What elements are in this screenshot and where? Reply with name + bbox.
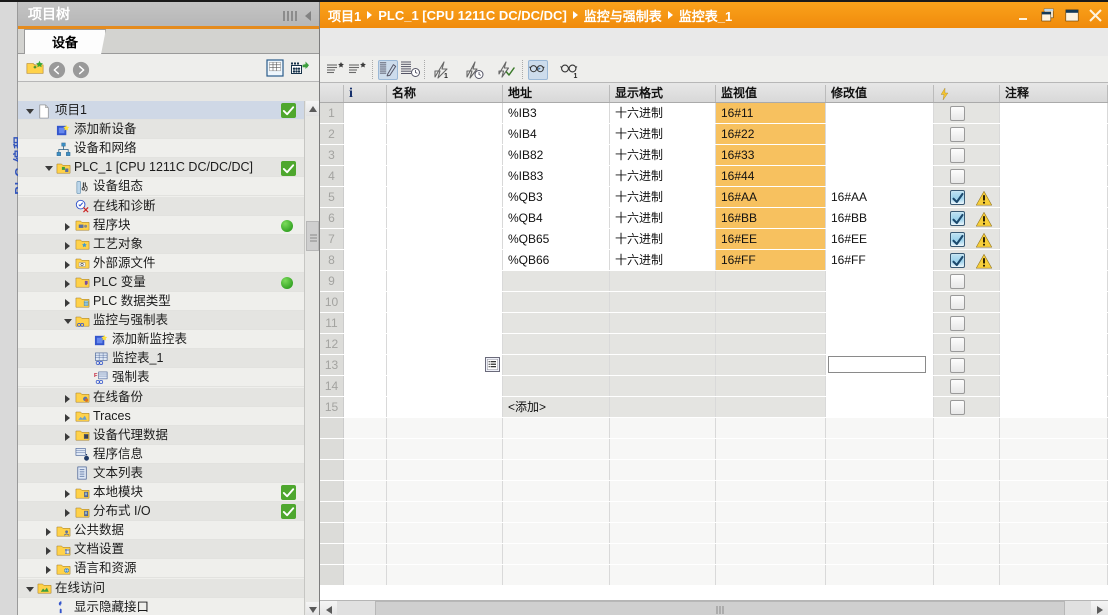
svg-text:1: 1 (444, 73, 448, 80)
svg-text:1: 1 (574, 73, 578, 80)
svg-text:F: F (94, 373, 98, 379)
